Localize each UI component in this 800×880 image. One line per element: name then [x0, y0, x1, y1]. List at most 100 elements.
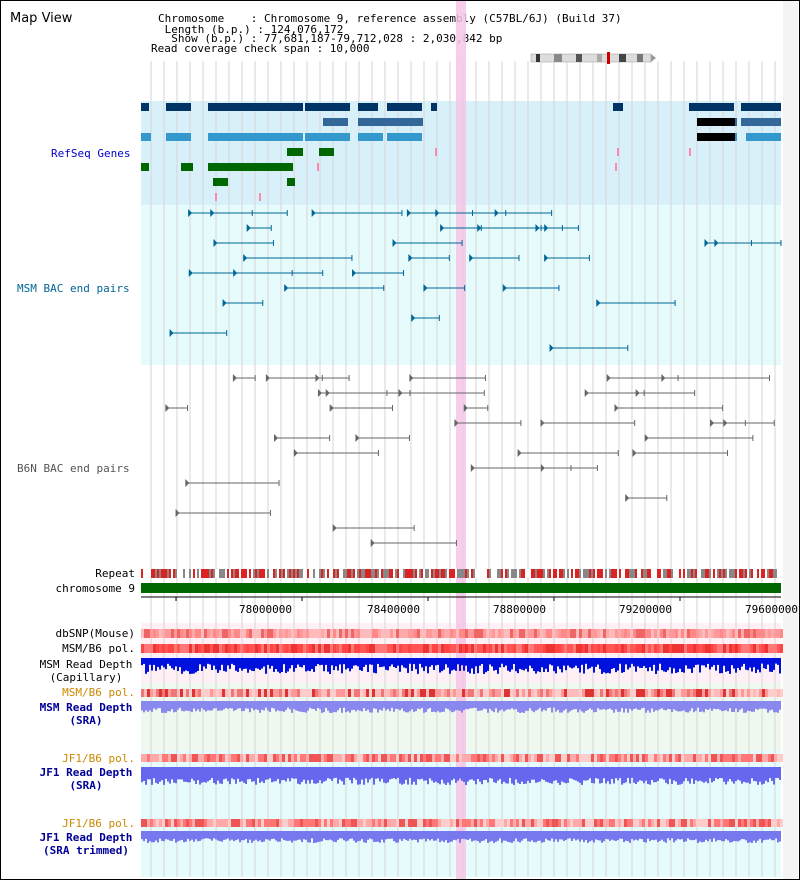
heat-cell [702, 629, 705, 638]
depth-bar [183, 767, 185, 782]
heat-cell [459, 689, 462, 697]
depth-bar [671, 831, 673, 839]
depth-bar [609, 767, 611, 785]
repeat-mark [409, 569, 411, 578]
heat-cell [564, 629, 567, 638]
depth-bar [589, 658, 591, 669]
depth-bar [537, 701, 539, 710]
heat-cell [633, 689, 636, 697]
repeat-mark [445, 569, 447, 578]
heat-cell [651, 819, 654, 827]
depth-bar [633, 767, 635, 783]
heat-cell [342, 819, 345, 827]
heat-cell [303, 819, 306, 827]
heat-cell [579, 689, 582, 697]
depth-bar [495, 831, 497, 842]
repeat-mark [265, 569, 267, 578]
heat-cell [456, 819, 459, 827]
heat-cell [342, 689, 345, 697]
heat-cell [282, 644, 285, 653]
heat-cell [396, 819, 399, 827]
heat-cell [165, 644, 168, 653]
depth-bar [465, 701, 467, 709]
heat-cell [660, 819, 663, 827]
heat-cell [540, 754, 543, 762]
depth-bar [583, 701, 585, 713]
repeat-mark [757, 569, 759, 578]
heat-cell [153, 629, 156, 638]
heat-cell [168, 644, 171, 653]
repeat-mark [195, 569, 197, 578]
heat-cell [633, 819, 636, 827]
depth-bar [389, 767, 391, 780]
depth-bar [503, 701, 505, 712]
repeat-mark [565, 569, 567, 578]
heat-cell [309, 754, 312, 762]
depth-bar [285, 701, 287, 711]
heat-cell [654, 819, 657, 827]
heat-cell [747, 754, 750, 762]
heat-cell [561, 754, 564, 762]
depth-bar [247, 701, 249, 709]
heat-cell [195, 644, 198, 653]
depth-bar [405, 767, 407, 780]
depth-bar [729, 831, 731, 843]
depth-bar [543, 701, 545, 710]
depth-bar [351, 701, 353, 711]
heat-cell [141, 819, 144, 827]
heat-cell [774, 754, 777, 762]
heat-cell [261, 644, 264, 653]
depth-bar [745, 831, 747, 841]
heat-cell [498, 629, 501, 638]
heat-cell [285, 754, 288, 762]
repeat-mark [771, 569, 773, 578]
depth-bar [331, 831, 333, 841]
repeat-mark [383, 569, 385, 578]
depth-bar [627, 767, 629, 779]
heat-cell [387, 819, 390, 827]
depth-bar [761, 767, 763, 785]
repeat-mark [651, 569, 653, 578]
heat-cell [189, 819, 192, 827]
depth-bar [489, 767, 491, 778]
depth-bar [355, 767, 357, 780]
depth-bar [481, 658, 483, 664]
depth-bar [669, 767, 671, 779]
depth-bar [169, 767, 171, 784]
depth-bar [621, 658, 623, 673]
depth-bar [571, 831, 573, 841]
repeat-mark [475, 569, 477, 578]
vertical-scrollbar[interactable] [783, 1, 798, 879]
gene-exon [613, 103, 623, 111]
depth-bar [725, 767, 727, 785]
repeat-mark [143, 569, 145, 578]
depth-bar [213, 658, 215, 666]
depth-bar [199, 831, 201, 841]
depth-bar [239, 831, 241, 843]
gene-marker [689, 148, 691, 156]
depth-bar [185, 767, 187, 782]
depth-bar [287, 658, 289, 672]
depth-bar [237, 831, 239, 840]
depth-bar [523, 831, 525, 839]
gene-exon [141, 133, 151, 141]
depth-bar [403, 701, 405, 712]
depth-bar [407, 831, 409, 841]
depth-bar [303, 658, 305, 666]
repeat-mark [275, 569, 277, 578]
repeat-mark [145, 569, 147, 578]
heat-cell [318, 819, 321, 827]
depth-bar [629, 701, 631, 709]
depth-bar [639, 658, 641, 668]
depth-bar [221, 701, 223, 711]
heat-cell [768, 754, 771, 762]
depth-bar [751, 831, 753, 843]
depth-bar [739, 767, 741, 781]
depth-bar [685, 701, 687, 713]
heat-cell [411, 629, 414, 638]
repeat-mark [333, 569, 335, 578]
heat-cell [558, 629, 561, 638]
depth-bar [577, 767, 579, 782]
depth-bar [253, 701, 255, 711]
